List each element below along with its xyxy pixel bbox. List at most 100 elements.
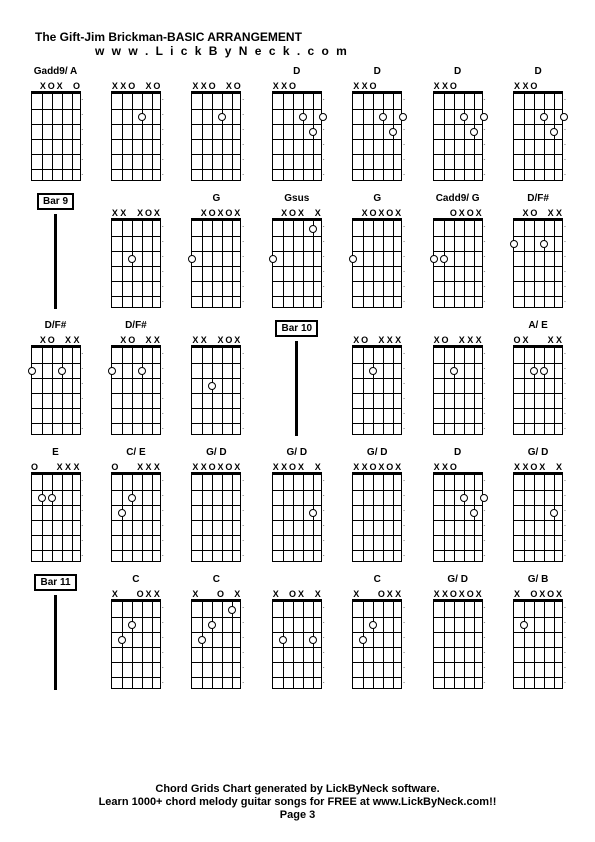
- fretboard: [433, 345, 483, 435]
- fret-marks-right: ------: [82, 93, 84, 183]
- fretboard: [191, 345, 241, 435]
- fret-numbers: [350, 484, 352, 499]
- finger-dot: [460, 113, 468, 121]
- footer-text-1: Chord Grids Chart generated by LickByNec…: [99, 783, 497, 795]
- string-markers: XXO: [433, 81, 483, 91]
- fret-marks-right: ------: [242, 601, 244, 691]
- finger-dot: [550, 509, 558, 517]
- fret-marks-right: ------: [82, 474, 84, 564]
- chord-label: D/F#: [527, 193, 549, 206]
- finger-dot: [309, 509, 317, 517]
- barline: [54, 212, 57, 310]
- fret-marks-right: ------: [564, 601, 566, 691]
- chord-diagram: XXXOX------: [100, 193, 171, 310]
- fret-marks-right: ------: [323, 220, 325, 310]
- string-markers: XOXXX: [433, 335, 483, 345]
- string-markers: XOXX: [272, 589, 322, 599]
- string-markers: XXXOX: [191, 335, 241, 345]
- chord-diagram: D XXO------: [422, 66, 493, 183]
- string-markers: OXOX: [433, 208, 483, 218]
- page-subtitle: w w w . L i c k B y N e c k . c o m: [95, 44, 575, 58]
- chord-label: C: [213, 574, 220, 587]
- string-markers: XXO: [272, 81, 322, 91]
- fretboard: [513, 472, 563, 562]
- string-markers: XXOXOX: [191, 462, 241, 472]
- chord-diagram: G/ D XXOXOX------: [181, 447, 252, 564]
- string-markers: XOXX: [513, 208, 563, 218]
- chord-diagram: G/ D XXOXOX------: [342, 447, 413, 564]
- fret-numbers: [189, 357, 191, 372]
- finger-dot: [379, 113, 387, 121]
- string-markers: XXO: [513, 81, 563, 91]
- string-markers: XOX: [191, 589, 241, 599]
- fretboard: [433, 472, 483, 562]
- finger-dot: [309, 128, 317, 136]
- chord-label: G: [212, 193, 220, 206]
- fret-marks-right: ------: [484, 93, 486, 183]
- chord-diagram: A/ E OXXX------: [503, 320, 574, 437]
- finger-dot: [279, 636, 287, 644]
- fret-numbers: [510, 103, 512, 118]
- chord-label: D: [534, 66, 541, 79]
- fret-marks-right: ------: [403, 347, 405, 437]
- finger-dot: [430, 255, 438, 263]
- fret-numbers: [189, 484, 191, 499]
- finger-dot: [389, 128, 397, 136]
- fret-marks-right: ------: [403, 474, 405, 564]
- chord-label: D: [454, 447, 461, 460]
- barline: [295, 339, 298, 437]
- fretboard: [433, 218, 483, 308]
- fret-marks-right: ------: [484, 474, 486, 564]
- chord-label: G/ D: [287, 447, 308, 460]
- finger-dot: [128, 621, 136, 629]
- bar-label: Bar 9: [37, 193, 74, 210]
- fret-marks-right: ------: [484, 220, 486, 310]
- fretboard: [111, 91, 161, 181]
- finger-dot: [48, 494, 56, 502]
- fretboard: [191, 599, 241, 689]
- string-markers: OXXX: [111, 462, 161, 472]
- string-markers: XOXX: [111, 335, 161, 345]
- finger-dot: [138, 367, 146, 375]
- chord-diagram: G XOXOX------: [342, 193, 413, 310]
- fret-marks-right: ------: [564, 474, 566, 564]
- fret-numbers: [350, 230, 352, 245]
- finger-dot: [118, 636, 126, 644]
- finger-dot: [540, 113, 548, 121]
- fretboard: [272, 599, 322, 689]
- chord-diagram: D XXO------: [261, 66, 332, 183]
- fret-marks-right: ------: [564, 347, 566, 437]
- finger-dot: [480, 494, 488, 502]
- fret-numbers: [350, 103, 352, 118]
- fretboard: [191, 218, 241, 308]
- chord-diagram: G/ D XXOXOX------: [422, 574, 493, 691]
- fret-numbers: [108, 230, 110, 245]
- finger-dot: [480, 113, 488, 121]
- finger-dot: [510, 240, 518, 248]
- chord-diagram: G/ D XXOXX------: [261, 447, 332, 564]
- chord-diagram: G/ D XXOXX------: [503, 447, 574, 564]
- fret-marks-right: ------: [162, 601, 164, 691]
- bar-marker: Bar 9: [20, 193, 91, 310]
- chord-diagram: Gsus XOXX------: [261, 193, 332, 310]
- fret-numbers: [350, 611, 352, 626]
- string-markers: XOXX: [111, 589, 161, 599]
- fret-numbers: [510, 611, 512, 626]
- chord-label: A/ E: [528, 320, 547, 333]
- chord-label: G/ D: [367, 447, 388, 460]
- fret-numbers: [430, 103, 432, 118]
- fretboard: [111, 599, 161, 689]
- page-title: The Gift-Jim Brickman-BASIC ARRANGEMENT: [35, 30, 575, 44]
- chord-diagram: XOXXX------: [422, 320, 493, 437]
- finger-dot: [138, 113, 146, 121]
- chord-diagram: C XOXX------: [342, 574, 413, 691]
- fretboard: [111, 472, 161, 562]
- finger-dot: [309, 225, 317, 233]
- fret-numbers: [430, 484, 432, 499]
- chord-diagram: D/F# XOXX------: [503, 193, 574, 310]
- chord-diagram: XXOXO------: [100, 66, 171, 183]
- string-markers: XOXX: [272, 208, 322, 218]
- footer-page: Page 3: [99, 809, 497, 821]
- fretboard: [352, 91, 402, 181]
- fret-numbers: [189, 103, 191, 118]
